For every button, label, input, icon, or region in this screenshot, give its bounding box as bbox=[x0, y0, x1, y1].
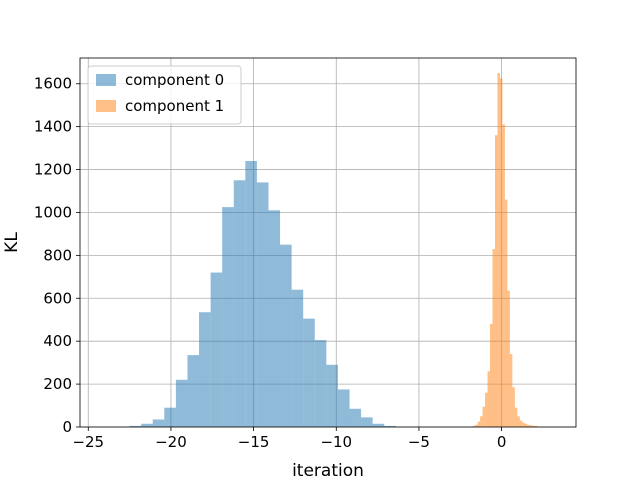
bar-component-1 bbox=[487, 371, 491, 427]
bar-component-1 bbox=[532, 425, 535, 427]
y-tick-label: 800 bbox=[43, 246, 72, 264]
bar-component-1 bbox=[492, 248, 495, 427]
bar-component-0 bbox=[141, 423, 153, 427]
bar-component-0 bbox=[349, 408, 362, 427]
y-tick-label: 0 bbox=[62, 418, 72, 436]
x-axis-label: iteration bbox=[292, 461, 364, 480]
bar-component-0 bbox=[280, 244, 292, 427]
bar-component-1 bbox=[482, 406, 486, 427]
histogram-bars bbox=[129, 73, 538, 428]
bar-component-1 bbox=[519, 420, 523, 427]
x-tick-label: −20 bbox=[155, 433, 187, 451]
bar-component-0 bbox=[361, 417, 373, 427]
bar-component-0 bbox=[291, 289, 304, 427]
legend: component 0 component 1 bbox=[87, 65, 242, 125]
bar-component-0 bbox=[175, 379, 188, 427]
bar-component-1 bbox=[480, 416, 483, 427]
bar-component-0 bbox=[210, 272, 223, 427]
bar-component-1 bbox=[472, 425, 476, 427]
bar-component-1 bbox=[527, 424, 530, 427]
x-tick-label: −10 bbox=[320, 433, 352, 451]
bar-component-1 bbox=[534, 425, 538, 427]
bar-component-1 bbox=[509, 354, 513, 427]
y-tick-label: 1600 bbox=[34, 75, 72, 93]
x-axis-ticks: −25 −20 −15 −10 −5 0 bbox=[72, 427, 506, 451]
bar-component-1 bbox=[490, 324, 493, 427]
bar-component-0 bbox=[372, 423, 385, 427]
plot-frame bbox=[79, 57, 577, 428]
bar-component-0 bbox=[337, 389, 350, 427]
bar-component-0 bbox=[314, 340, 327, 427]
x-tick-label: −25 bbox=[72, 433, 104, 451]
x-tick-label: −5 bbox=[408, 433, 430, 451]
y-tick-label: 600 bbox=[43, 289, 72, 307]
bar-component-1 bbox=[512, 387, 515, 427]
bar-component-1 bbox=[507, 290, 510, 427]
bar-component-1 bbox=[504, 199, 508, 427]
legend-label-component-1: component 1 bbox=[125, 97, 224, 115]
x-tick-label: −15 bbox=[238, 433, 270, 451]
bar-component-1 bbox=[514, 407, 518, 427]
bar-component-0 bbox=[326, 364, 338, 427]
y-axis-ticks: 0 200 400 600 800 1000 1200 1400 1600 bbox=[34, 75, 80, 436]
legend-swatch-component-0 bbox=[96, 74, 116, 86]
bar-component-0 bbox=[233, 180, 246, 427]
bar-component-0 bbox=[222, 207, 234, 427]
bar-component-0 bbox=[187, 355, 200, 427]
bar-component-1 bbox=[522, 422, 525, 427]
bar-component-0 bbox=[164, 407, 176, 427]
bar-component-1 bbox=[502, 124, 505, 428]
y-axis-label: KL bbox=[2, 232, 22, 253]
legend-box bbox=[87, 65, 242, 125]
bar-component-0 bbox=[199, 312, 211, 427]
bar-component-1 bbox=[477, 421, 481, 427]
legend-swatch-component-1 bbox=[96, 100, 116, 112]
bar-component-0 bbox=[384, 425, 396, 427]
bar-component-1 bbox=[517, 416, 520, 427]
bar-component-0 bbox=[303, 318, 315, 427]
bar-component-0 bbox=[256, 182, 269, 427]
bar-component-1 bbox=[524, 423, 528, 427]
bar-component-0 bbox=[245, 160, 257, 427]
y-tick-label: 400 bbox=[43, 332, 72, 350]
x-tick-label: 0 bbox=[497, 433, 507, 451]
bar-component-0 bbox=[268, 210, 281, 427]
legend-label-component-0: component 0 bbox=[125, 71, 224, 89]
bar-component-1 bbox=[497, 73, 500, 427]
y-tick-label: 1400 bbox=[34, 118, 72, 136]
bar-component-1 bbox=[499, 78, 503, 428]
y-tick-label: 1000 bbox=[34, 203, 72, 221]
bar-component-0 bbox=[152, 419, 165, 427]
bar-component-0 bbox=[129, 425, 142, 427]
bar-component-1 bbox=[529, 425, 533, 427]
y-tick-label: 1200 bbox=[34, 161, 72, 179]
bar-component-1 bbox=[485, 392, 488, 427]
bar-component-1 bbox=[494, 135, 498, 428]
bar-component-1 bbox=[475, 424, 478, 427]
y-tick-label: 200 bbox=[43, 375, 72, 393]
